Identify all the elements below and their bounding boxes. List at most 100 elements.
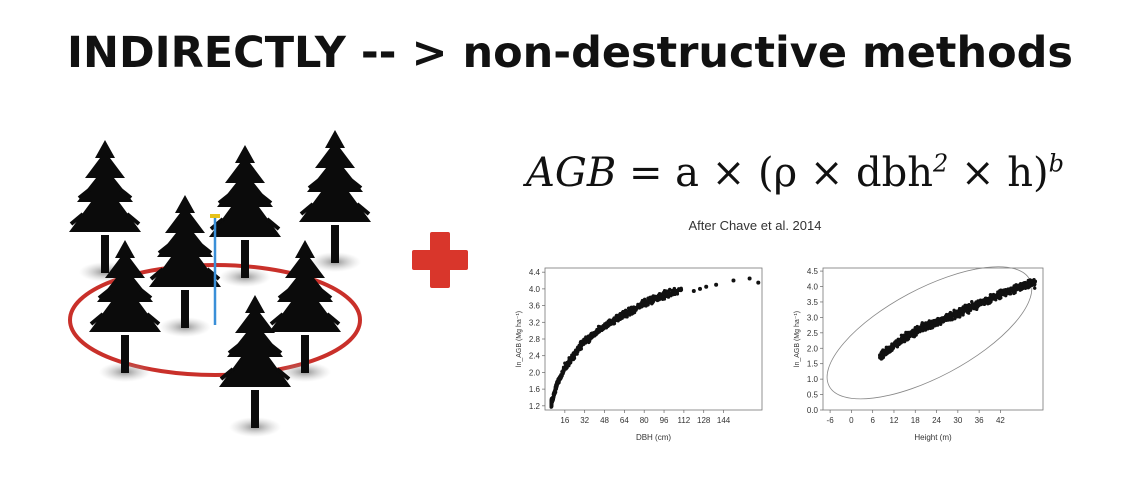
y-tick-label: 2.8	[529, 335, 541, 344]
data-point	[625, 315, 629, 319]
y-tick-label: 0.5	[807, 391, 819, 400]
data-point	[601, 326, 606, 330]
data-point	[558, 376, 563, 380]
data-point	[648, 295, 653, 300]
data-point	[583, 340, 588, 344]
data-point	[884, 352, 888, 357]
data-point	[890, 347, 894, 352]
data-point	[561, 369, 565, 374]
x-tick-label: 48	[600, 416, 609, 425]
tree-plot-illustration	[67, 128, 373, 439]
data-point	[1019, 284, 1023, 289]
formula-exponent-b: b	[1048, 149, 1064, 178]
y-tick-label: 3.6	[529, 302, 541, 311]
data-point	[747, 276, 752, 281]
y-tick-label: 1.6	[529, 385, 541, 394]
data-point	[945, 316, 949, 321]
page-title: INDIRECTLY -- > non-destructive methods	[66, 28, 1074, 78]
data-point	[915, 324, 919, 329]
data-point	[954, 313, 958, 317]
confidence-ellipse	[826, 266, 1033, 400]
data-point	[661, 292, 666, 296]
data-point	[999, 290, 1004, 295]
y-tick-label: 4.4	[529, 268, 541, 277]
y-tick-label: 4.0	[529, 285, 541, 294]
data-point	[948, 314, 952, 318]
x-axis-label: Height (m)	[914, 433, 952, 442]
data-point	[636, 302, 640, 307]
data-point	[615, 316, 619, 321]
data-point	[970, 300, 974, 304]
data-point	[1012, 291, 1016, 296]
data-point	[959, 307, 964, 311]
y-tick-label: 4.0	[807, 283, 819, 292]
x-tick-label: 0	[849, 416, 854, 425]
y-tick-label: 0.0	[807, 406, 819, 415]
data-point	[627, 306, 631, 311]
data-point	[603, 323, 608, 327]
x-tick-label: 32	[580, 416, 589, 425]
x-tick-label: 144	[717, 416, 731, 425]
data-point	[639, 305, 644, 309]
data-point	[1031, 281, 1035, 285]
plot-frame	[544, 267, 763, 411]
data-point	[939, 318, 944, 323]
x-tick-label: 16	[560, 416, 569, 425]
data-point	[984, 297, 988, 301]
data-point	[920, 322, 924, 327]
data-point	[1033, 286, 1037, 290]
data-point	[890, 342, 895, 346]
y-tick-label: 2.0	[807, 344, 819, 353]
data-point	[1016, 284, 1020, 288]
data-point	[574, 351, 579, 355]
data-point	[988, 293, 993, 297]
data-point	[612, 316, 616, 320]
data-point	[550, 397, 555, 402]
x-tick-label: 96	[660, 416, 669, 425]
data-point	[978, 302, 983, 307]
data-point	[678, 288, 682, 292]
data-point	[933, 320, 937, 324]
data-point	[569, 355, 574, 360]
x-axis-label: DBH (cm)	[636, 433, 671, 442]
data-point	[1013, 286, 1017, 291]
data-point	[901, 333, 906, 338]
formula-rhs-start: = a × (ρ × dbh	[628, 150, 934, 196]
data-point	[648, 299, 653, 304]
data-point	[1006, 288, 1011, 293]
data-point	[580, 339, 585, 343]
plus-icon	[412, 232, 468, 288]
data-point	[897, 340, 901, 344]
data-point	[904, 335, 908, 339]
y-tick-label: 1.2	[529, 402, 541, 411]
citation: After Chave et al. 2014	[688, 218, 822, 233]
x-tick-label: 24	[932, 416, 941, 425]
data-point	[553, 386, 558, 390]
scatter-points	[878, 277, 1038, 361]
data-point	[596, 324, 601, 329]
data-point	[698, 286, 702, 291]
data-point	[563, 361, 567, 365]
data-point	[606, 321, 610, 325]
data-point	[975, 305, 980, 309]
dbh-scatter-plot: 16 32 48 64 80 96 112 128 144 1.2 1.6 2.0 2.4 2.8 3.2 3…	[516, 267, 763, 442]
data-point	[556, 379, 560, 383]
data-point	[627, 311, 631, 315]
y-tick-label: 2.0	[529, 368, 541, 377]
data-point	[641, 300, 645, 304]
data-point	[579, 342, 583, 347]
data-point	[631, 309, 635, 313]
formula-rhs-mid: × h)	[948, 150, 1049, 196]
data-point	[981, 301, 986, 305]
data-point	[673, 291, 677, 295]
x-tick-label: 128	[697, 416, 711, 425]
x-tick-label: 30	[953, 416, 962, 425]
data-point	[914, 333, 918, 337]
data-point	[886, 346, 890, 351]
data-point	[617, 313, 621, 318]
data-point	[714, 282, 719, 287]
y-tick-label: 1.5	[807, 360, 819, 369]
x-tick-label: 36	[975, 416, 984, 425]
x-tick-label: 112	[677, 416, 690, 425]
x-tick-label: 12	[890, 416, 899, 425]
